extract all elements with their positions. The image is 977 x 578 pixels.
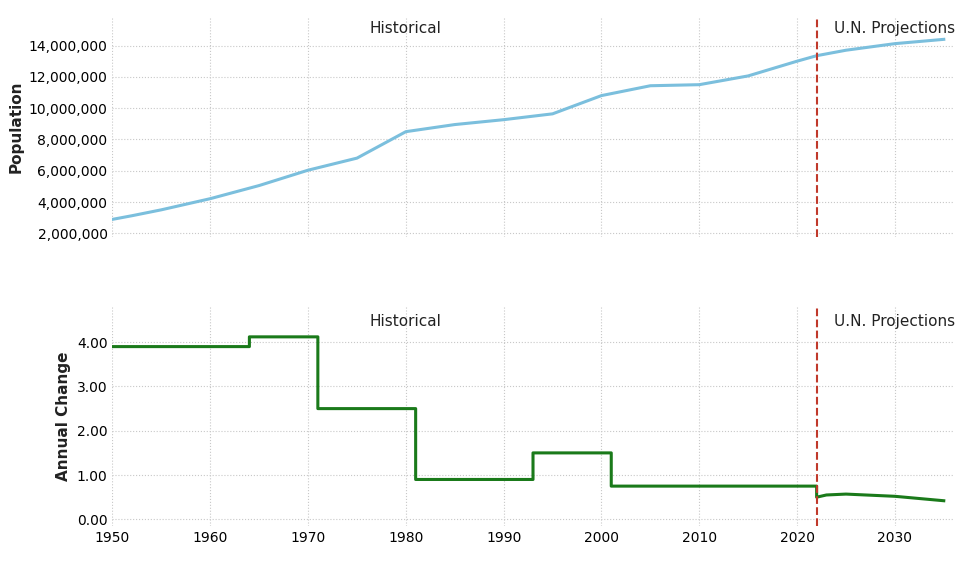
- Text: Historical: Historical: [369, 314, 442, 329]
- Y-axis label: Population: Population: [8, 81, 23, 173]
- Text: Historical: Historical: [369, 21, 442, 36]
- Text: U.N. Projections: U.N. Projections: [833, 21, 955, 36]
- Text: U.N. Projections: U.N. Projections: [833, 314, 955, 329]
- Y-axis label: Annual Change: Annual Change: [57, 351, 71, 481]
